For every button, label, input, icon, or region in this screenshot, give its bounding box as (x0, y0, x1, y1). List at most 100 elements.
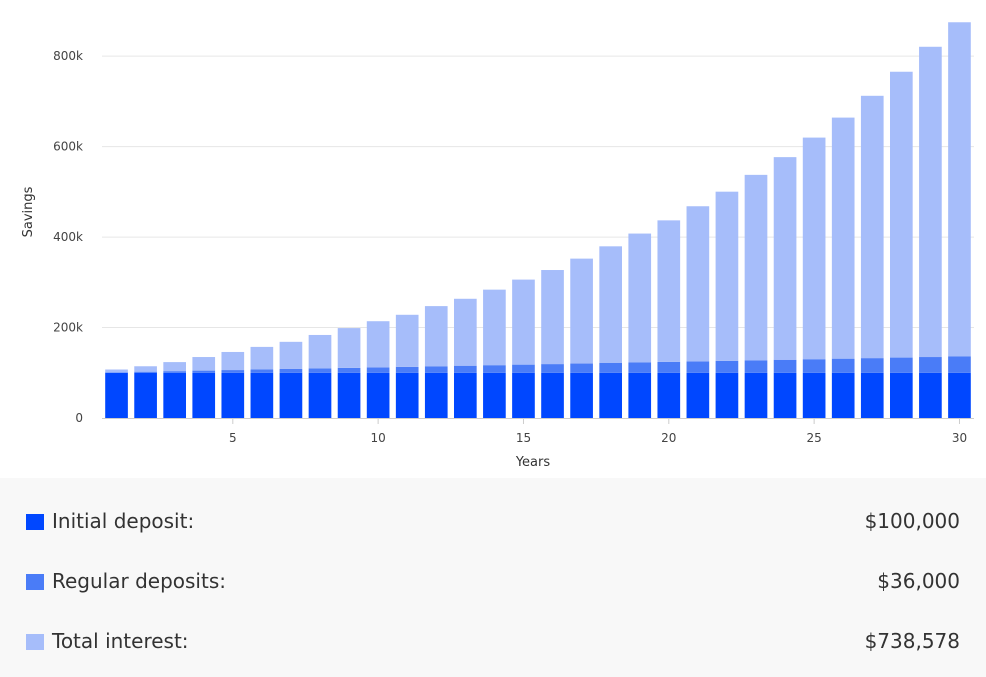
bar-initial-year-10 (366, 372, 390, 418)
bar-interest-year-13 (453, 298, 477, 366)
bar-initial-year-30 (948, 372, 971, 418)
bar-interest-year-9 (337, 328, 361, 368)
bar-regular-year-24 (773, 359, 797, 373)
bar-regular-year-22 (715, 360, 739, 373)
bar-regular-year-8 (308, 368, 332, 373)
bar-initial-year-26 (831, 372, 855, 418)
y-tick-label-0: 0 (75, 411, 83, 425)
bar-interest-year-30 (948, 22, 971, 357)
bar-interest-year-11 (395, 314, 419, 367)
x-tick-label-10: 10 (370, 431, 385, 445)
chart-svg: 0 200k 400k 600k 800k 5 10 15 20 25 30 Years Savin… (21, 22, 974, 470)
y-tick-label-800k: 800k (53, 49, 83, 63)
regular-deposits-label: Regular deposits: (52, 569, 226, 593)
bar-initial-year-15 (512, 372, 535, 418)
x-tick-label-20: 20 (661, 431, 676, 445)
regular-deposits-swatch (26, 574, 44, 590)
bar-regular-year-12 (424, 366, 448, 373)
bar-initial-year-18 (599, 372, 623, 418)
summary-row-initial-deposit: Initial deposit: $100,000 (0, 501, 986, 541)
bar-regular-year-2 (134, 371, 157, 373)
bar-regular-year-16 (541, 364, 564, 373)
bar-regular-year-18 (599, 363, 623, 373)
bar-initial-year-14 (483, 372, 506, 418)
total-interest-swatch (26, 634, 44, 650)
bar-initial-year-22 (715, 372, 739, 418)
bar-interest-year-8 (308, 334, 332, 369)
bar-regular-year-4 (192, 370, 216, 373)
bar-interest-year-19 (628, 233, 652, 363)
bar-interest-year-1 (105, 369, 128, 373)
x-tick-label-30: 30 (952, 431, 967, 445)
bar-interest-year-15 (512, 279, 535, 365)
bar-interest-year-6 (250, 346, 274, 370)
bar-interest-year-29 (919, 46, 942, 358)
bars-layer (105, 22, 971, 418)
bar-regular-year-3 (163, 371, 187, 373)
bar-initial-year-23 (744, 372, 768, 418)
bar-regular-year-29 (919, 357, 942, 373)
x-tick-label-5: 5 (229, 431, 237, 445)
bar-interest-year-28 (889, 71, 913, 358)
bar-interest-year-26 (831, 117, 855, 359)
axis-layer: 0 200k 400k 600k 800k 5 10 15 20 25 30 (53, 49, 974, 445)
bar-interest-year-23 (744, 174, 768, 361)
bar-initial-year-16 (541, 372, 564, 418)
bar-initial-year-6 (250, 372, 274, 418)
bar-regular-year-27 (860, 358, 884, 373)
bar-regular-year-1 (105, 372, 128, 373)
bar-initial-year-9 (337, 372, 361, 418)
bar-initial-year-24 (773, 372, 797, 418)
bar-interest-year-24 (773, 157, 797, 360)
x-tick-label-25: 25 (806, 431, 821, 445)
bar-regular-year-5 (221, 370, 245, 373)
bar-regular-year-20 (657, 361, 681, 373)
bar-interest-year-21 (686, 206, 710, 362)
x-tick-label-15: 15 (516, 431, 531, 445)
bar-initial-year-1 (105, 372, 128, 418)
bar-initial-year-17 (570, 372, 593, 418)
bar-interest-year-17 (570, 258, 593, 364)
bar-interest-year-5 (221, 351, 245, 371)
summary-row-regular-deposits: Regular deposits: $36,000 (0, 561, 986, 601)
bar-regular-year-30 (948, 356, 971, 373)
bar-initial-year-28 (889, 372, 913, 418)
bar-interest-year-18 (599, 246, 623, 364)
y-axis-title: Savings (21, 186, 36, 237)
bar-initial-year-12 (424, 372, 448, 418)
bar-initial-year-7 (279, 372, 303, 418)
bar-regular-year-28 (889, 357, 913, 373)
bar-interest-year-4 (192, 357, 216, 371)
bar-initial-year-21 (686, 372, 710, 418)
bar-interest-year-10 (366, 321, 390, 368)
bar-regular-year-26 (831, 358, 855, 373)
bar-initial-year-4 (192, 372, 216, 418)
bar-interest-year-27 (860, 95, 884, 359)
total-interest-value: $738,578 (864, 629, 960, 653)
bar-initial-year-5 (221, 372, 245, 418)
bar-initial-year-8 (308, 372, 332, 418)
regular-deposits-value: $36,000 (877, 569, 960, 593)
bar-regular-year-21 (686, 361, 710, 373)
bar-initial-year-2 (134, 372, 157, 418)
summary-row-total-interest: Total interest: $738,578 (0, 621, 986, 661)
initial-deposit-swatch (26, 514, 44, 530)
y-tick-label-400k: 400k (53, 230, 83, 244)
bar-interest-year-2 (134, 366, 157, 372)
bar-regular-year-19 (628, 362, 652, 373)
bar-regular-year-25 (802, 359, 826, 373)
summary-panel: Initial deposit: $100,000 Regular deposi… (0, 478, 986, 677)
bar-regular-year-23 (744, 360, 768, 373)
total-interest-label: Total interest: (52, 629, 189, 653)
bar-initial-year-25 (802, 372, 826, 418)
bar-interest-year-25 (802, 137, 826, 360)
x-axis-title: Years (515, 455, 551, 470)
bar-interest-year-16 (541, 270, 564, 365)
y-tick-label-600k: 600k (53, 140, 83, 154)
bar-regular-year-7 (279, 368, 303, 373)
bar-regular-year-6 (250, 369, 274, 373)
bar-initial-year-20 (657, 372, 681, 418)
initial-deposit-label: Initial deposit: (52, 509, 195, 533)
bar-initial-year-29 (919, 372, 942, 418)
bar-initial-year-27 (860, 372, 884, 418)
